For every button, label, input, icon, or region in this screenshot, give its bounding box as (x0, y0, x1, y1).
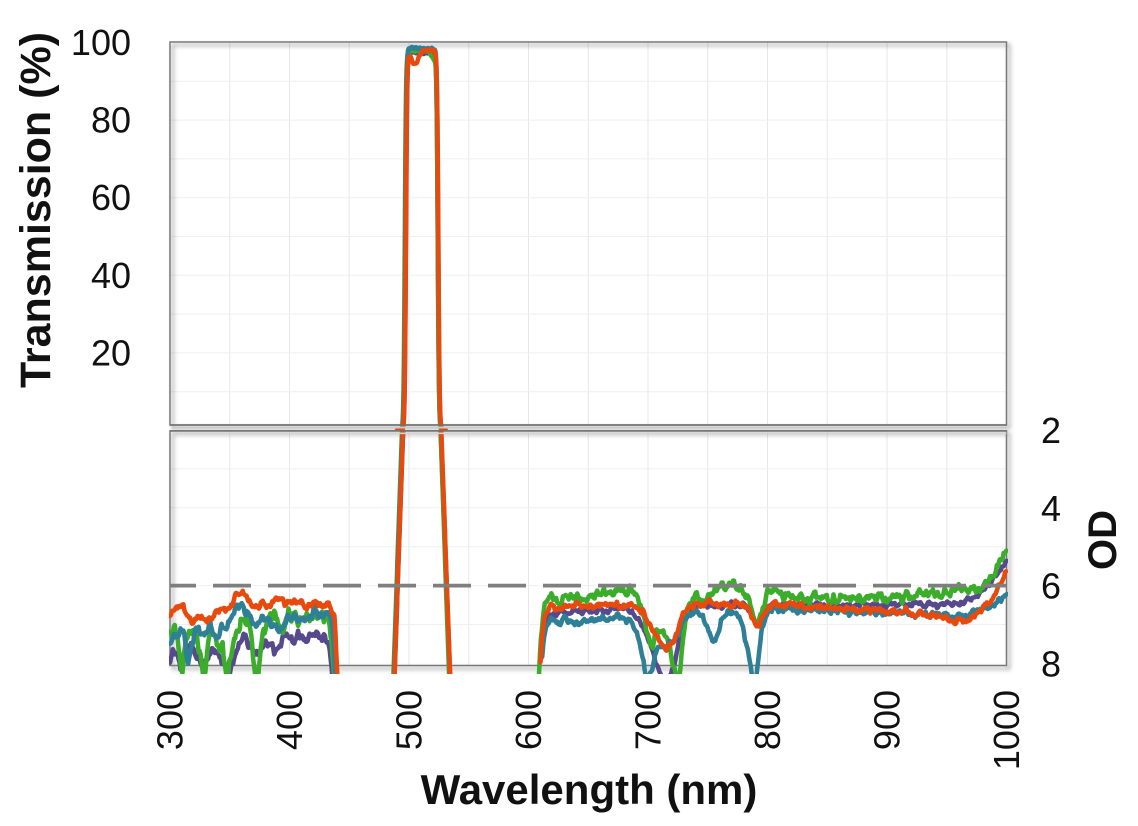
svg-text:1000: 1000 (986, 690, 1027, 770)
svg-text:700: 700 (628, 690, 669, 750)
svg-text:2: 2 (1041, 410, 1061, 451)
svg-text:40: 40 (91, 255, 131, 296)
svg-text:900: 900 (867, 690, 908, 750)
svg-text:80: 80 (91, 100, 131, 141)
svg-text:OD: OD (1081, 510, 1125, 570)
svg-text:60: 60 (91, 177, 131, 218)
svg-text:300: 300 (150, 690, 191, 750)
svg-text:800: 800 (747, 690, 788, 750)
svg-text:500: 500 (389, 690, 430, 750)
svg-text:600: 600 (508, 690, 549, 750)
svg-text:400: 400 (269, 690, 310, 750)
svg-text:8: 8 (1041, 643, 1061, 684)
svg-text:4: 4 (1041, 488, 1061, 529)
svg-text:Wavelength (nm): Wavelength (nm) (421, 766, 758, 813)
svg-text:20: 20 (91, 332, 131, 373)
svg-text:6: 6 (1041, 566, 1061, 607)
svg-text:100: 100 (71, 22, 131, 63)
svg-text:Transmission (%): Transmission (%) (12, 32, 60, 388)
